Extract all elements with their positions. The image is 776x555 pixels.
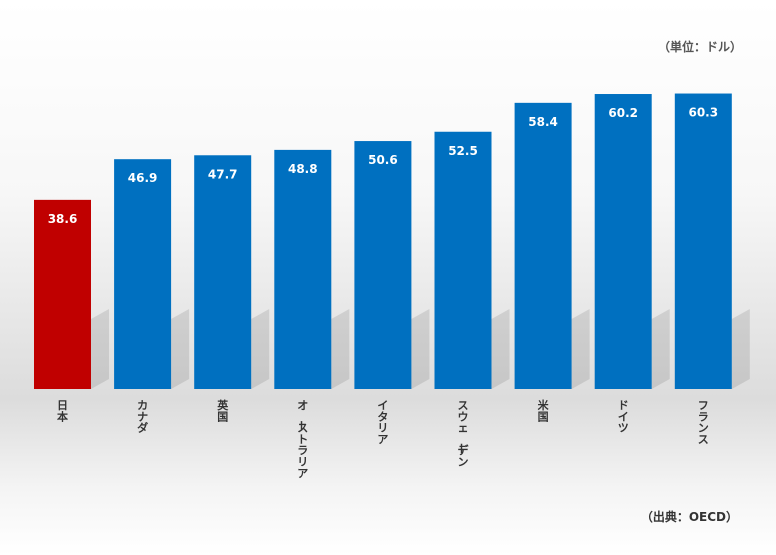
category-label-5: スウェーデン (455, 399, 470, 469)
category-label-4: イタリア (377, 399, 388, 446)
value-label-5: 52.5 (448, 144, 478, 158)
category-label-1: カナダ (137, 399, 148, 435)
value-label-3: 48.8 (288, 162, 318, 176)
bar-0 (34, 199, 91, 389)
value-labels: 38.6 46.9 47.7 48.8 50.6 52.5 58.4 60.2 60.3 (48, 106, 718, 226)
bar-shadow (411, 309, 430, 389)
bar-shadow (91, 309, 109, 389)
category-label-2: 英国 (216, 398, 229, 423)
bar-7 (594, 94, 652, 390)
source-note: （出典：OECD） (640, 510, 738, 524)
category-label-0: 日本 (57, 399, 68, 423)
value-label-1: 46.9 (128, 171, 158, 185)
value-label-7: 60.2 (608, 106, 638, 120)
unit-note: （単位：ドル） (657, 40, 742, 54)
value-label-4: 50.6 (368, 153, 398, 167)
bar-6 (514, 102, 572, 389)
value-label-2: 47.7 (208, 167, 238, 181)
bar-1 (114, 159, 172, 389)
bar-shadow (171, 309, 190, 389)
bar-8 (674, 93, 732, 389)
category-label-3: オーストラリア (294, 399, 308, 480)
value-label-8: 60.3 (688, 106, 718, 120)
bar-shadow (651, 309, 670, 389)
category-label-7: ドイツ (618, 399, 629, 435)
bar-shadow (571, 309, 590, 389)
bar-shadows (91, 309, 750, 389)
bar-shadow (331, 309, 350, 389)
bar-3 (274, 149, 332, 389)
category-label-6: 米国 (537, 398, 550, 423)
bar-shadow (491, 309, 510, 389)
bar-4 (354, 141, 412, 389)
bar-shadow (731, 309, 750, 389)
value-label-6: 58.4 (528, 115, 558, 129)
bar-shadow (251, 309, 270, 389)
category-label-8: フランス (698, 399, 709, 446)
value-label-0: 38.6 (48, 212, 78, 226)
bar-5 (434, 131, 492, 389)
bar-2 (194, 155, 252, 389)
bars (34, 93, 732, 390)
category-labels: 日本 カナダ 英国 オーストラリア イタリア スウェーデン 米国 ドイツ フランス (57, 398, 709, 480)
